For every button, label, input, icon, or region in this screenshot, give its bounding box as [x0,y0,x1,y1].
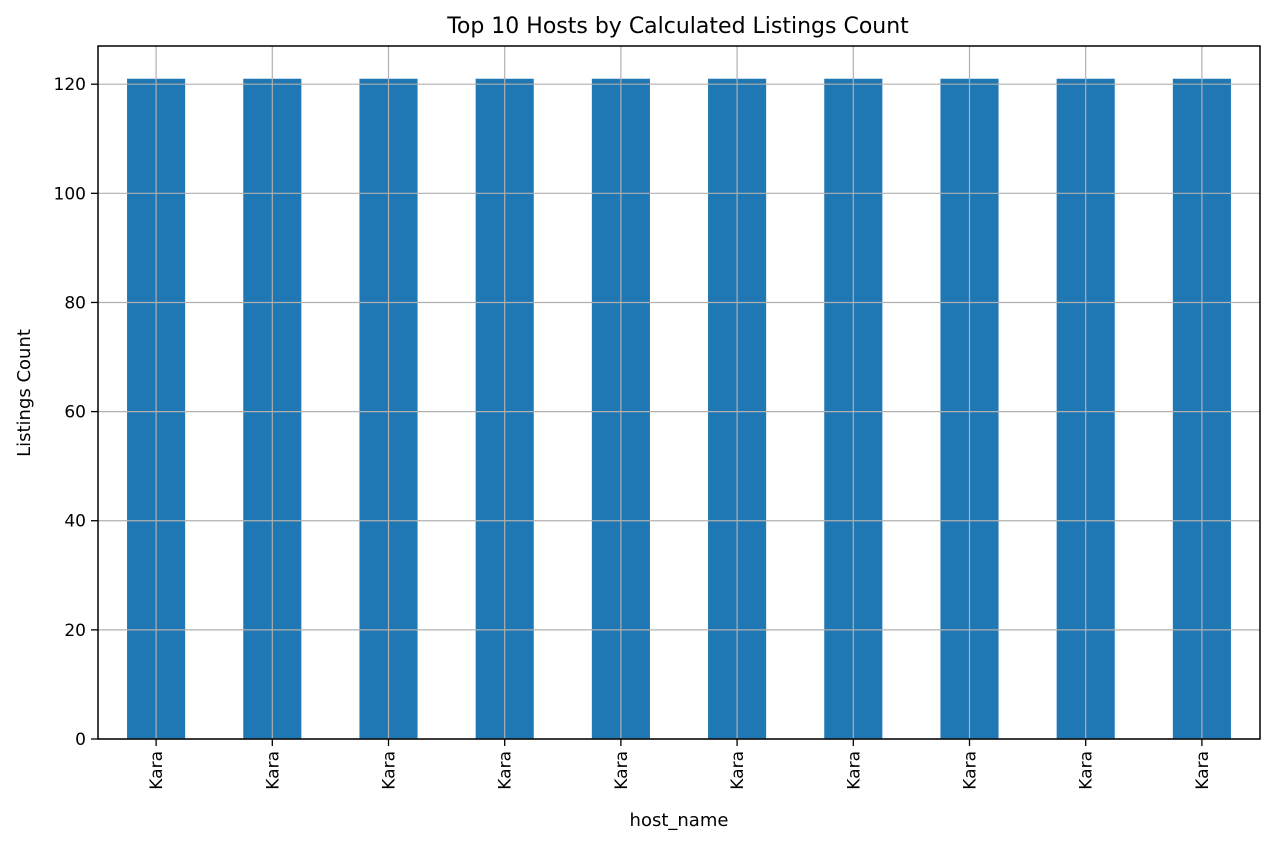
x-tick-label: Kara [380,751,400,790]
y-tick-label: 60 [64,403,86,423]
y-tick-label: 0 [75,730,86,750]
y-tick-label: 100 [54,184,86,204]
x-tick-label: Kara [147,751,167,790]
x-axis-label: host_name [630,810,729,831]
y-tick-label: 120 [54,75,86,95]
y-axis-label: Listings Count [14,329,35,457]
x-tick-label: Kara [1077,751,1097,790]
y-tick-label: 80 [64,293,86,313]
chart-title: Top 10 Hosts by Calculated Listings Coun… [446,14,909,39]
x-tick-label: Kara [961,751,981,790]
y-tick-label: 20 [64,621,86,641]
x-tick-label: Kara [263,751,283,790]
plot-area: 0 20 40 60 80 100 120 Kara Kara Kara Kara Kara Kara K… [54,45,1261,790]
x-tick-label: Kara [844,751,864,790]
x-tick-label: Kara [496,751,516,790]
x-tick-label: Kara [612,751,632,790]
axes-frame [97,45,1261,740]
x-tick-label: Kara [728,751,748,790]
y-tick-label: 40 [64,512,86,532]
x-tick-label: Kara [1193,751,1213,790]
